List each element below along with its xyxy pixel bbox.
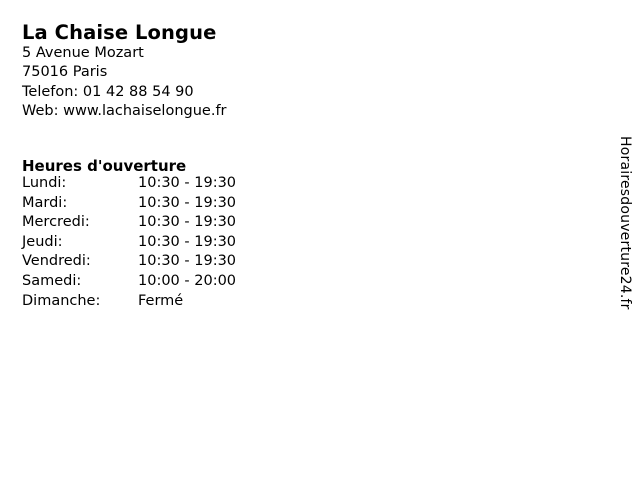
day-hours: 10:30 - 19:30 xyxy=(138,175,237,191)
day-label: Mardi: xyxy=(22,194,68,211)
opening-hours-table: Lundi: 10:30 - 19:30 Mardi: 10:30 - 19:3… xyxy=(22,174,236,311)
day-label: Lundi: xyxy=(22,175,67,191)
table-row: Mardi: 10:30 - 19:30 xyxy=(22,194,236,214)
address-street: 5 Avenue Mozart xyxy=(22,45,144,61)
address-city: 75016 Paris xyxy=(22,64,108,81)
day-label: Jeudi: xyxy=(22,233,63,250)
page-title: La Chaise Longue xyxy=(22,21,217,45)
table-row: Jeudi: 10:30 - 19:30 xyxy=(22,233,236,253)
day-hours: 10:30 - 19:30 xyxy=(138,233,237,250)
opening-hours-heading: Heures d'ouverture xyxy=(22,157,187,176)
day-hours: 10:00 - 20:00 xyxy=(138,272,237,289)
day-label: Samedi: xyxy=(22,272,82,289)
day-hours: 10:30 - 19:30 xyxy=(138,214,237,231)
day-label: Mercredi: xyxy=(22,214,90,231)
table-row: Samedi: 10:00 - 20:00 xyxy=(22,272,236,292)
address-web: Web: www.lachaiselongue.fr xyxy=(22,102,227,119)
day-label: Vendredi: xyxy=(22,253,91,270)
day-hours: Fermé xyxy=(138,292,184,309)
day-hours: 10:30 - 19:30 xyxy=(138,253,237,270)
address-phone: Telefon: 01 42 88 54 90 xyxy=(22,83,194,100)
site-watermark: Horairesdouverture24.fr xyxy=(617,136,633,310)
table-row: Lundi: 10:30 - 19:30 xyxy=(22,174,236,194)
table-row: Vendredi: 10:30 - 19:30 xyxy=(22,252,236,272)
day-label: Dimanche: xyxy=(22,292,101,309)
table-row: Mercredi: 10:30 - 19:30 xyxy=(22,213,236,233)
address-block: 5 Avenue Mozart 75016 Paris Telefon: 01 … xyxy=(22,44,227,121)
day-hours: 10:30 - 19:30 xyxy=(138,194,237,211)
table-row: Dimanche: Fermé xyxy=(22,292,236,312)
opening-hours-table-body: Lundi: 10:30 - 19:30 Mardi: 10:30 - 19:3… xyxy=(22,174,236,311)
